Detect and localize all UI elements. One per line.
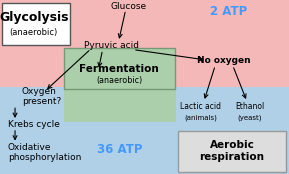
Bar <box>64 87 176 122</box>
Bar <box>64 49 176 122</box>
Text: 2 ATP: 2 ATP <box>210 5 247 18</box>
Text: (yeast): (yeast) <box>238 114 262 121</box>
Text: Lactic acid: Lactic acid <box>180 102 221 111</box>
Text: Fermentation: Fermentation <box>79 64 159 74</box>
Text: 36 ATP: 36 ATP <box>97 143 143 156</box>
Text: Oxygen: Oxygen <box>22 87 57 96</box>
Text: Aerobic: Aerobic <box>210 140 255 150</box>
Text: phosphorylation: phosphorylation <box>8 153 81 162</box>
Text: present?: present? <box>22 97 61 106</box>
Bar <box>0 87 289 174</box>
Bar <box>0 0 289 87</box>
FancyBboxPatch shape <box>178 130 286 172</box>
Bar <box>64 49 176 87</box>
Text: Oxidative: Oxidative <box>8 143 51 152</box>
Bar <box>0 0 289 87</box>
Text: Krebs cycle: Krebs cycle <box>8 120 60 129</box>
Text: Ethanol: Ethanol <box>235 102 265 111</box>
Text: Pyruvic acid: Pyruvic acid <box>84 41 139 50</box>
FancyBboxPatch shape <box>2 3 70 45</box>
Text: No oxygen: No oxygen <box>197 56 251 65</box>
Text: Glycolysis: Glycolysis <box>0 11 68 24</box>
FancyBboxPatch shape <box>64 48 175 89</box>
Text: (anaerobic): (anaerobic) <box>96 76 142 85</box>
Text: Glucose: Glucose <box>110 2 147 11</box>
Text: (anaerobic): (anaerobic) <box>10 28 58 37</box>
Text: respiration: respiration <box>200 152 264 163</box>
Text: (animals): (animals) <box>184 114 217 121</box>
